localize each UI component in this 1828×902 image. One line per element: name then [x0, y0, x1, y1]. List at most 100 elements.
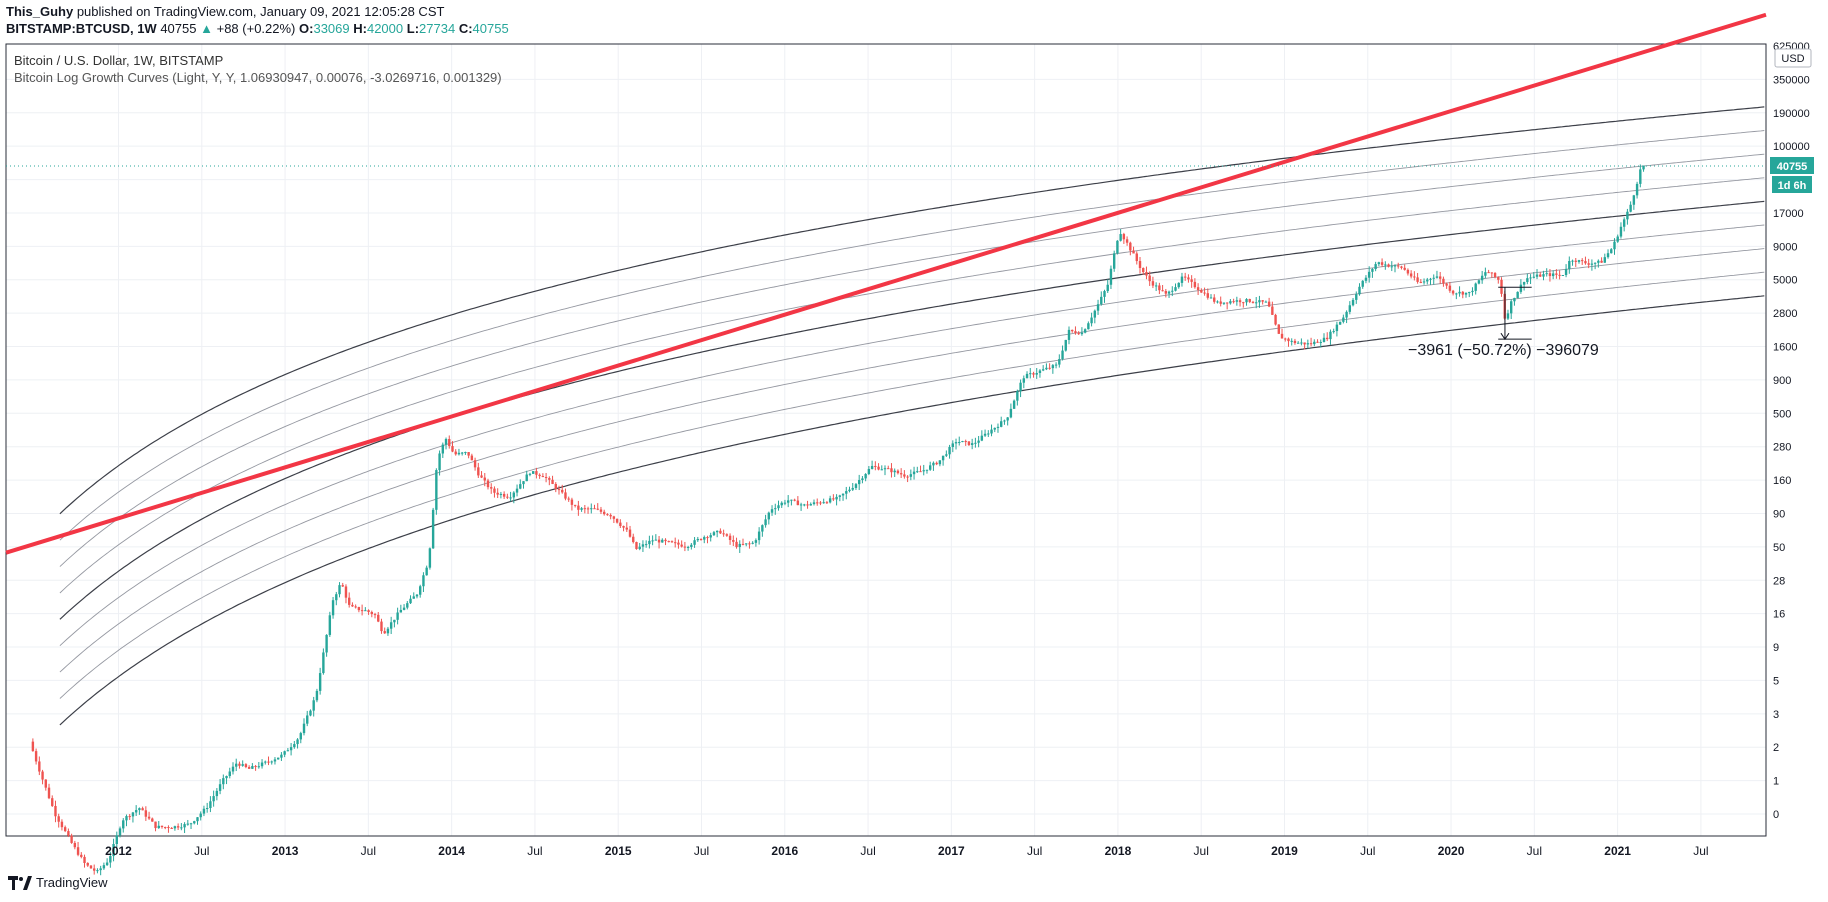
symbol-label: BITSTAMP:BTCUSD, 1W: [6, 21, 157, 36]
candle-body: [238, 763, 241, 766]
x-tick-label: 2014: [438, 844, 465, 858]
candle-body: [289, 747, 293, 751]
candle-body: [1135, 253, 1138, 262]
candle-body: [47, 787, 51, 799]
candle-body: [512, 492, 516, 498]
low-label: L:: [406, 21, 420, 36]
candle-body: [389, 622, 393, 629]
candle-body: [1316, 341, 1319, 343]
candle-body: [1025, 373, 1029, 379]
candle-body: [1261, 300, 1264, 302]
y-tick-label: 1: [1773, 776, 1779, 788]
candle-body: [496, 492, 499, 495]
candle-body: [1190, 279, 1193, 282]
x-tick-label: Jul: [194, 844, 209, 858]
legend-title[interactable]: Bitcoin / U.S. Dollar, 1W, BITSTAMP: [14, 53, 224, 68]
candle-body: [1016, 391, 1019, 401]
brand-footer[interactable]: TradingView: [8, 875, 108, 890]
candle-body: [347, 597, 351, 605]
candle-body: [202, 808, 206, 814]
brand-name: TradingView: [36, 875, 108, 890]
candle-body: [1535, 274, 1539, 277]
candle-body: [244, 764, 248, 768]
x-tick-label: Jul: [1027, 844, 1042, 858]
x-tick-label: 2016: [771, 844, 798, 858]
candle-body: [767, 512, 771, 520]
candle-body: [1300, 342, 1303, 344]
growth-curve-line: [59, 224, 1765, 647]
candle-body: [735, 541, 738, 548]
x-tick-label: Jul: [1693, 844, 1708, 858]
candle-body: [1626, 211, 1629, 220]
candle-body: [1471, 290, 1474, 293]
candle-body: [228, 771, 231, 777]
candle-body: [1229, 301, 1232, 304]
candle-body: [1458, 291, 1461, 294]
candle-body: [51, 798, 54, 806]
countdown-label: 1d 6h: [1778, 180, 1807, 192]
candle-body: [922, 470, 925, 472]
candle-body: [544, 476, 548, 479]
candle-body: [1203, 292, 1206, 294]
time-axis: 2012 Jul 2013 Jul 2014 Jul 2015 Jul 2016 Jul 2017 J…: [105, 844, 1708, 858]
candle-body: [806, 504, 809, 506]
candle-body: [1587, 263, 1590, 265]
growth-curve-line: [59, 153, 1765, 567]
y-tick-label: 500: [1773, 408, 1791, 420]
candle-body: [102, 865, 106, 869]
candle-body: [622, 526, 625, 528]
candles: [31, 164, 1645, 876]
candle-body: [386, 628, 390, 634]
candle-body: [1426, 279, 1429, 282]
resistance-line: [5, 12, 1767, 555]
candle-body: [470, 455, 474, 461]
candle-body: [351, 604, 354, 607]
resistance-layer: [5, 12, 1767, 555]
candle-body: [448, 438, 451, 447]
candle-body: [115, 835, 118, 844]
candle-body: [1093, 310, 1097, 318]
chart-frame: [5, 43, 1767, 837]
candle-body: [1348, 305, 1352, 312]
low-value: 27734: [419, 21, 456, 36]
candle-body: [1206, 293, 1209, 298]
candle-body: [128, 816, 131, 818]
candle-body: [938, 460, 942, 465]
candle-body: [83, 856, 86, 864]
candle-body: [1238, 300, 1242, 303]
candle-body: [70, 835, 73, 843]
candle-body: [1342, 317, 1345, 322]
candle-body: [857, 480, 861, 485]
author-name[interactable]: This_Guhy: [6, 4, 74, 19]
candle-body: [531, 471, 535, 474]
y-tick-label: 17000: [1773, 208, 1804, 220]
candle-body: [1087, 323, 1090, 330]
candle-body: [264, 761, 267, 763]
candle-body: [951, 443, 954, 448]
candle-body: [1571, 260, 1574, 262]
candle-body: [932, 462, 935, 466]
candle-body: [170, 827, 173, 829]
candle-body: [893, 470, 896, 473]
high-value: 42000: [366, 21, 404, 36]
candle-body: [748, 543, 751, 545]
candle-body: [309, 710, 312, 716]
candle-body: [357, 607, 361, 611]
legend-indicator[interactable]: Bitcoin Log Growth Curves (Light, Y, Y, …: [14, 70, 502, 85]
candle-body: [1187, 277, 1190, 280]
candle-body: [1548, 273, 1552, 277]
candle-body: [1374, 264, 1377, 270]
candle-body: [741, 543, 745, 545]
candle-body: [1167, 291, 1171, 294]
candle-body: [1216, 301, 1219, 303]
candle-body: [1622, 219, 1626, 227]
x-tick-label: 2015: [605, 844, 632, 858]
candle-body: [312, 700, 315, 711]
candle-body: [76, 847, 80, 855]
candle-body: [1497, 277, 1500, 280]
candle-body: [215, 790, 219, 797]
candle-body: [1419, 281, 1423, 283]
candle-body: [1416, 277, 1419, 282]
candle-body: [1267, 301, 1271, 307]
